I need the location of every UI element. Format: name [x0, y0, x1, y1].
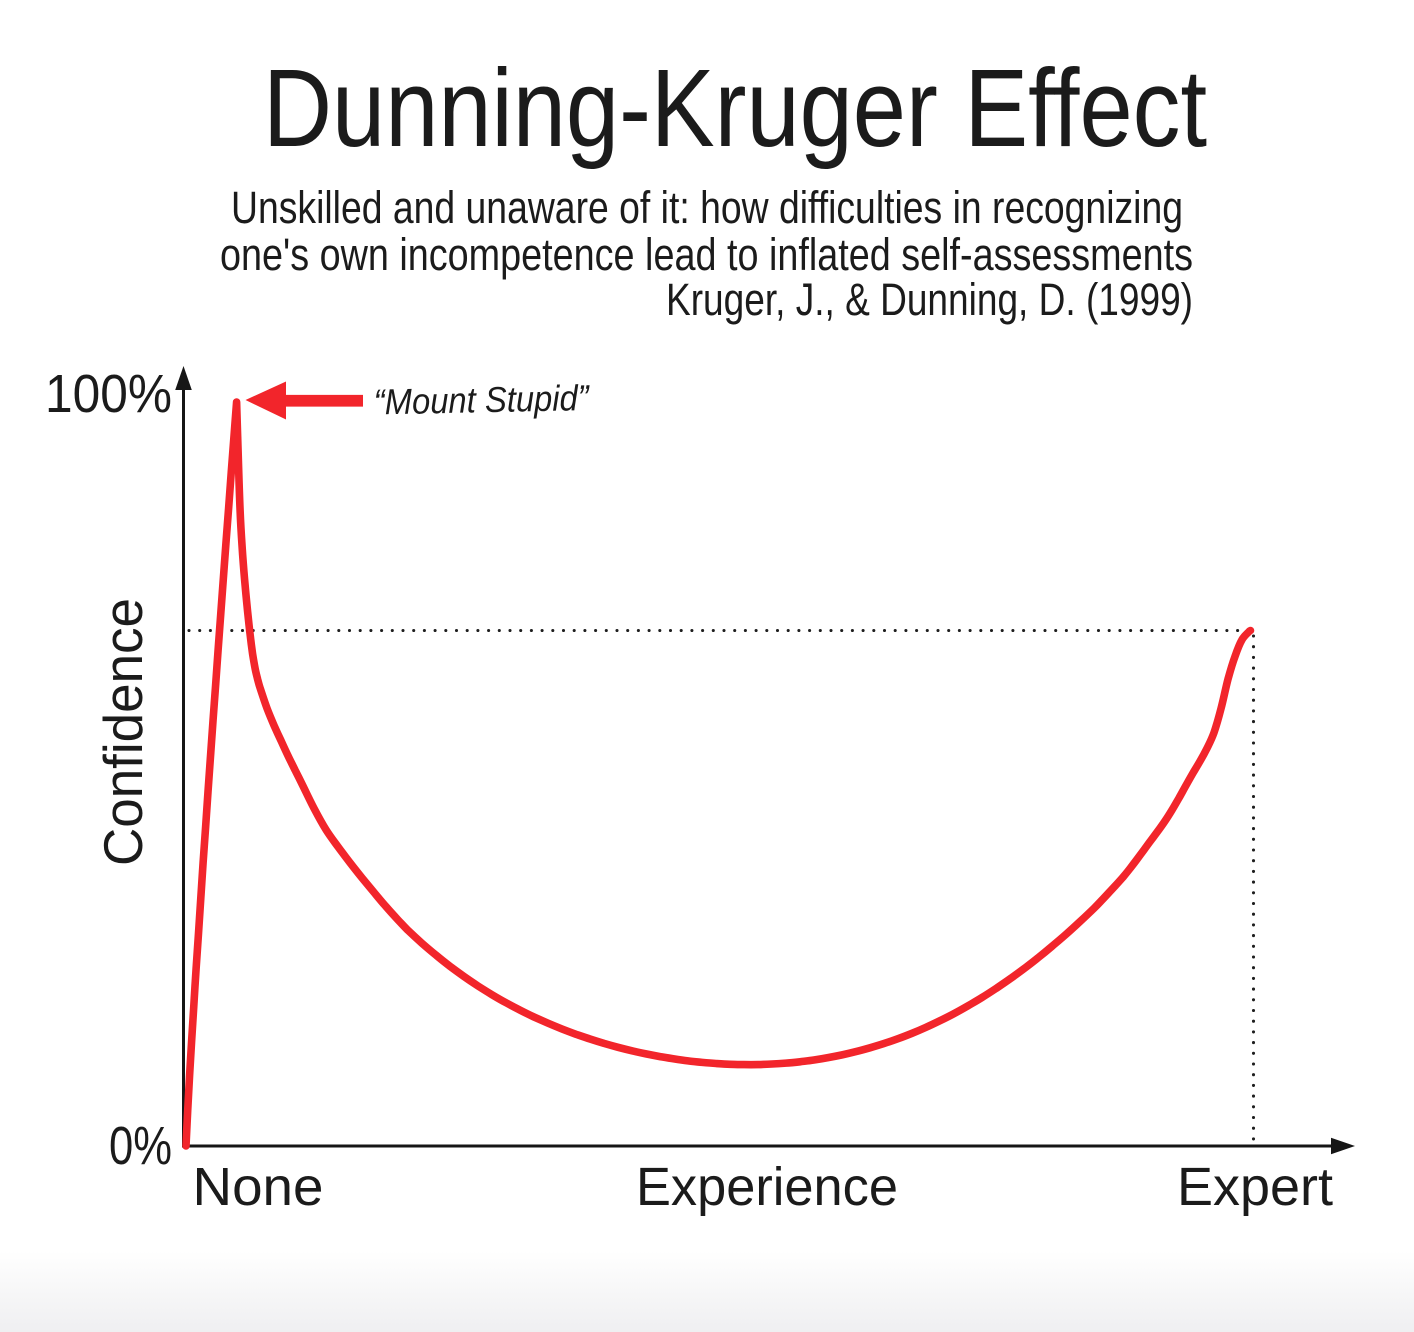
mount-stupid-label: “Mount Stupid”: [373, 377, 591, 423]
ytick-0: 0%: [109, 1116, 172, 1176]
y-axis-arrowhead-icon: [175, 366, 192, 390]
subtitle-line-1: Unskilled and unaware of it: how difficu…: [231, 182, 1183, 233]
footer-fade: [0, 1251, 1414, 1332]
chart-title: Dunning-Kruger Effect: [263, 47, 1207, 170]
ytick-100: 100%: [45, 364, 172, 424]
xtick-expert: Expert: [1177, 1157, 1333, 1217]
xtick-experience: Experience: [636, 1157, 898, 1217]
subtitle-line-2: one's own incompetence lead to inflated …: [220, 229, 1193, 280]
x-axis-arrowhead-icon: [1331, 1137, 1355, 1155]
mount-stupid-arrow-icon: [245, 381, 363, 420]
y-axis-label: Confidence: [92, 598, 154, 866]
xtick-none: None: [193, 1157, 324, 1217]
subtitle-citation: Kruger, J., & Dunning, D. (1999): [666, 274, 1193, 325]
confidence-curve: [182, 398, 1255, 1150]
